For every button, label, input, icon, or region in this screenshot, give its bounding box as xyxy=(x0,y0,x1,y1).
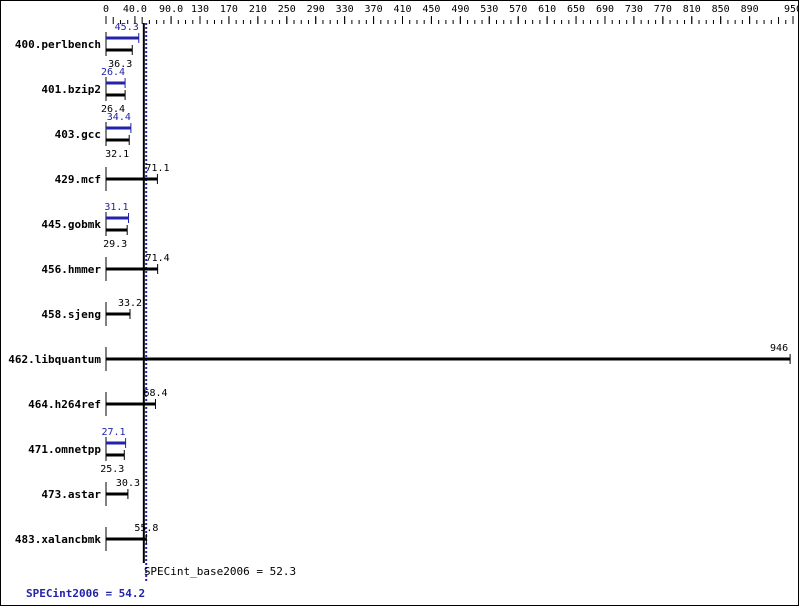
tick-label: 490 xyxy=(451,4,469,15)
benchmark-label: 473.astar xyxy=(41,488,101,501)
base-value-label: 25.3 xyxy=(100,464,124,475)
tick-label: 850 xyxy=(712,4,730,15)
benchmark-label: 400.perlbench xyxy=(15,38,101,51)
benchmark-label: 458.sjeng xyxy=(41,308,101,321)
tick-label: 730 xyxy=(625,4,643,15)
tick-label: 370 xyxy=(365,4,383,15)
tick-label: 410 xyxy=(393,4,411,15)
base-value-label: 30.3 xyxy=(116,478,140,489)
peak-value-label: 31.1 xyxy=(104,202,128,213)
base-value-label: 55.8 xyxy=(134,523,158,534)
tick-label: 290 xyxy=(307,4,325,15)
peak-reference-label: SPECint2006 = 54.2 xyxy=(26,587,145,600)
base-value-label: 946 xyxy=(770,343,788,354)
tick-label: 170 xyxy=(220,4,238,15)
base-value-label: 33.2 xyxy=(118,298,142,309)
tick-label: 0 xyxy=(103,4,109,15)
tick-label: 690 xyxy=(596,4,614,15)
tick-label: 330 xyxy=(336,4,354,15)
benchmark-label: 471.omnetpp xyxy=(28,443,101,456)
tick-label: 130 xyxy=(191,4,209,15)
tick-label: 90.0 xyxy=(159,4,183,15)
base-value-label: 71.4 xyxy=(146,253,170,264)
tick-label: 530 xyxy=(480,4,498,15)
base-value-label: 26.4 xyxy=(101,104,125,115)
benchmark-label: 456.hmmer xyxy=(41,263,101,276)
tick-label: 450 xyxy=(422,4,440,15)
base-reference-label: SPECint_base2006 = 52.3 xyxy=(144,565,296,578)
tick-label: 210 xyxy=(249,4,267,15)
tick-label: 810 xyxy=(683,4,701,15)
base-value-label: 32.1 xyxy=(105,149,129,160)
benchmark-label: 429.mcf xyxy=(55,173,101,186)
benchmark-label: 483.xalancbmk xyxy=(15,533,101,546)
benchmark-label: 403.gcc xyxy=(55,128,101,141)
tick-label: 610 xyxy=(538,4,556,15)
base-value-label: 36.3 xyxy=(108,59,132,70)
tick-label: 40.0 xyxy=(123,4,147,15)
base-value-label: 68.4 xyxy=(143,388,167,399)
peak-value-label: 34.4 xyxy=(107,112,131,123)
benchmark-label: 462.libquantum xyxy=(8,353,101,366)
base-value-label: 29.3 xyxy=(103,239,127,250)
benchmark-label: 445.gobmk xyxy=(41,218,101,231)
tick-label: 650 xyxy=(567,4,585,15)
tick-label: 950 xyxy=(784,4,799,15)
benchmark-label: 464.h264ref xyxy=(28,398,101,411)
tick-label: 770 xyxy=(654,4,672,15)
base-value-label: 71.1 xyxy=(145,163,169,174)
tick-label: 570 xyxy=(509,4,527,15)
tick-label: 250 xyxy=(278,4,296,15)
peak-value-label: 26.4 xyxy=(101,67,125,78)
benchmark-label: 401.bzip2 xyxy=(41,83,101,96)
tick-label: 890 xyxy=(741,4,759,15)
peak-value-label: 45.3 xyxy=(115,22,139,33)
peak-value-label: 27.1 xyxy=(102,427,126,438)
